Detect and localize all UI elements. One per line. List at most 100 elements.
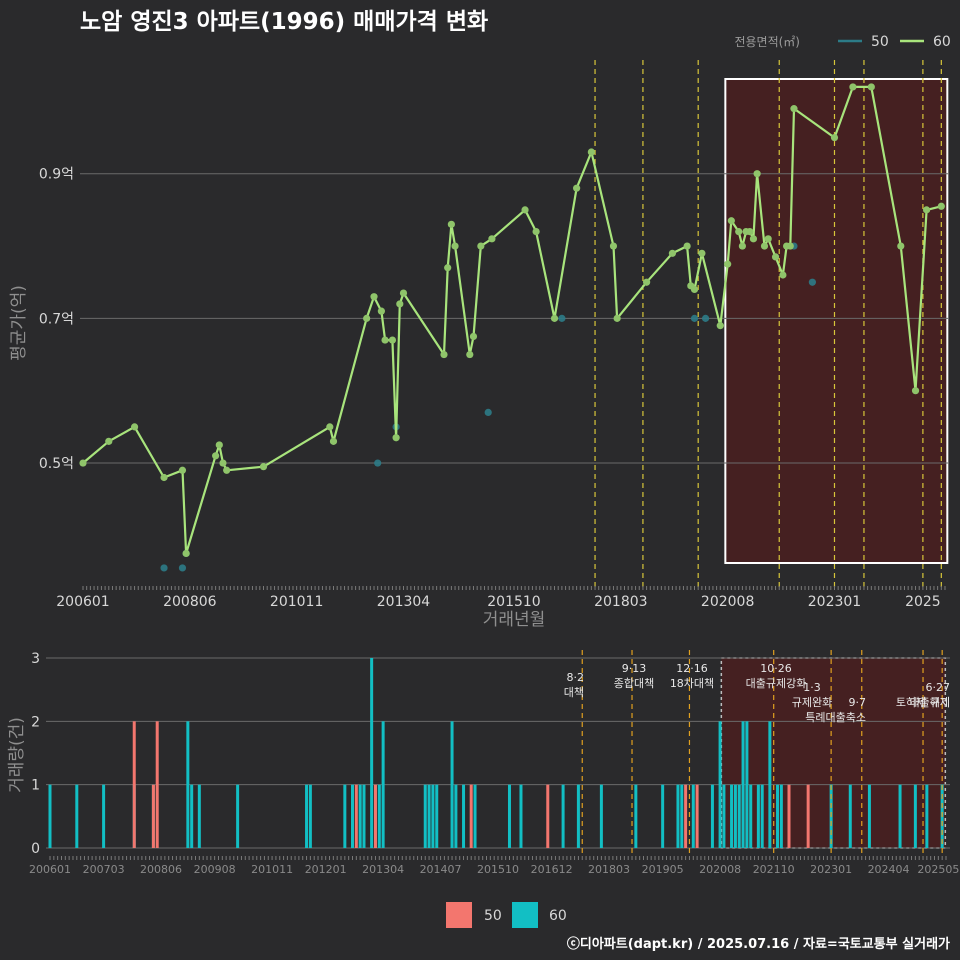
point-60 [698,249,706,257]
point-60 [447,220,455,228]
bar-60 [768,721,772,848]
point-60 [790,105,798,113]
point-60 [716,322,724,330]
x-tick-label: 202008 [701,594,754,610]
point-60 [160,473,168,482]
highlight-region [724,78,949,564]
x-axis-title: 거래년월 [483,610,546,630]
bar-60 [676,784,680,848]
point-60 [668,249,677,257]
y-tick-label: 0.5억 [39,456,74,472]
bar-60 [730,784,734,848]
bar-60 [519,784,523,848]
bar-60 [718,721,722,848]
legend-swatch-bar-60 [512,902,538,928]
policy-label: 1·3 규제완화 [792,681,832,709]
bar-60 [427,784,431,848]
caption: ⓒ디아파트(dapt.kr) / 2025.07.16 / 자료=국토교통부 실… [567,936,950,952]
bar-60 [305,784,309,848]
x-tick-label: 200806 [163,594,217,610]
point-60 [609,242,618,250]
x-tick-label: 201011 [270,594,323,610]
bar-60 [925,784,929,848]
volume-x-tick-label: 200703 [83,863,125,876]
bar-50 [155,721,159,848]
bar-60 [722,784,726,848]
x-tick-label: 201510 [487,594,540,610]
x-tick-label: 202301 [808,594,861,610]
bar-60 [576,784,580,848]
point-60 [451,242,459,250]
policy-label: 9·7 특례대출축소 [805,696,866,724]
volume-y-tick-label: 2 [31,714,40,730]
bar-50 [806,784,810,848]
point-50 [558,314,566,322]
point-60 [444,264,452,272]
bar-50 [695,784,699,848]
point-60 [370,293,378,301]
point-60 [182,549,190,558]
point-60 [219,459,227,467]
bar-60 [350,784,354,848]
point-60 [399,289,408,297]
point-60 [830,133,839,142]
point-60 [388,336,397,344]
bar-60 [190,784,194,848]
point-60 [735,227,743,236]
point-60 [573,184,581,192]
point-50 [374,459,382,467]
legend-label-bar-50: 50 [484,908,502,924]
policy-label: 10·26 대출규제강화 [746,662,807,690]
bar-60 [710,784,714,848]
point-60 [329,437,338,445]
policy-label: 12·16 18차대책 [670,662,714,690]
line-legend: 전용면적(㎡) 50 60 [734,34,950,50]
point-60 [488,235,496,243]
point-60 [466,350,474,359]
point-60 [779,271,787,279]
point-60 [469,332,478,341]
bar-60 [733,784,737,848]
point-60 [178,466,187,474]
bar-50 [684,784,688,848]
point-60 [613,314,621,322]
point-60 [760,242,769,250]
volume-x-tick-label: 201612 [531,863,573,876]
bar-60 [737,784,741,848]
bar-60 [661,784,665,848]
point-60 [79,459,87,467]
bar-60 [634,784,638,848]
point-60 [746,227,754,236]
point-60 [521,206,529,214]
volume-x-tick-label: 200601 [29,863,71,876]
point-60 [786,242,794,250]
point-60 [911,387,920,395]
bar-60 [48,784,52,848]
bar-60 [358,784,362,848]
point-60 [212,452,220,460]
point-60 [377,307,385,315]
legend-label-50: 50 [871,34,889,50]
policy-label: 8·2 대책 [564,671,584,699]
point-60 [532,227,540,236]
volume-x-tick-label: 201011 [251,863,293,876]
bar-60 [343,784,347,848]
policy-label: 토허제 해제 [896,695,950,709]
bar-60 [561,784,565,848]
y-axis-title: 평균가(억) [9,285,29,361]
point-60 [477,242,485,250]
point-60 [643,278,651,286]
point-60 [849,83,857,91]
bar-50 [787,784,791,848]
bar-60 [599,784,603,848]
point-50 [178,564,187,572]
volume-y-tick-label: 1 [31,778,40,794]
point-60 [326,423,334,431]
bar-60 [473,784,477,848]
volume-x-tick-label: 202008 [699,863,741,876]
point-60 [440,350,448,359]
bar-60 [913,784,917,848]
point-60 [749,235,758,243]
bar-60 [186,721,190,848]
